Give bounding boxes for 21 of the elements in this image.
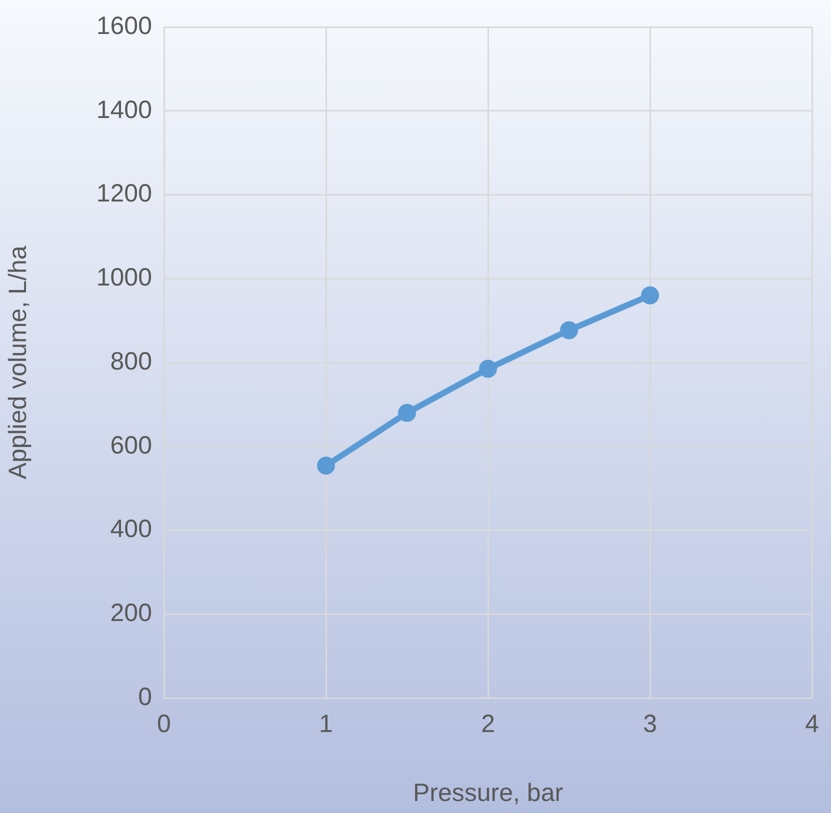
y-tick-label: 800 (110, 347, 152, 376)
x-tick-label: 1 (319, 710, 333, 738)
point (317, 456, 336, 475)
y-tick-label: 1400 (96, 96, 152, 124)
y-tick-label: 200 (110, 599, 152, 628)
x-axis-title: Pressure, bar (412, 778, 564, 807)
y-axis-title: Applied volume, L/ha (4, 246, 32, 480)
y-tick-label: 1000 (96, 264, 152, 292)
point (398, 404, 416, 422)
x-tick-label: 3 (643, 710, 657, 738)
y-tick-label: 400 (110, 515, 152, 544)
y-tick-label: 0 (138, 682, 152, 711)
y-tick-label: 600 (110, 431, 152, 460)
x-tick-label: 0 (157, 710, 171, 738)
point (641, 286, 660, 304)
x-tick-label: 4 (805, 710, 820, 738)
x-tick-label: 2 (481, 710, 495, 738)
y-tick-label: 1600 (96, 12, 152, 40)
y-tick-label: 1200 (96, 180, 152, 208)
point (479, 360, 498, 378)
point (560, 321, 578, 340)
